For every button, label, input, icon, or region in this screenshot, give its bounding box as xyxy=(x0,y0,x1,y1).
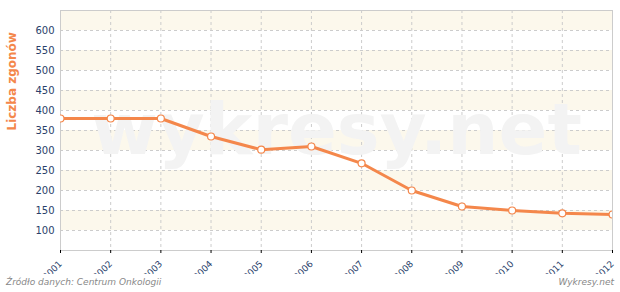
svg-text:550: 550 xyxy=(35,45,54,56)
svg-text:250: 250 xyxy=(35,165,54,176)
svg-text:2006: 2006 xyxy=(292,259,315,274)
svg-text:2011: 2011 xyxy=(543,259,566,274)
svg-text:200: 200 xyxy=(35,185,54,196)
html-text:Źródło danych: Centrum Onkolog: Źródło danych: Centrum Onkologii xyxy=(6,277,162,287)
svg-text:400: 400 xyxy=(35,105,54,116)
svg-text:2004: 2004 xyxy=(191,259,214,274)
svg-text:2002: 2002 xyxy=(91,259,114,274)
svg-text:300: 300 xyxy=(35,145,54,156)
svg-text:350: 350 xyxy=(35,125,54,136)
svg-text:2003: 2003 xyxy=(141,259,164,274)
svg-text:2005: 2005 xyxy=(241,259,264,274)
svg-text:450: 450 xyxy=(35,85,54,96)
svg-text:500: 500 xyxy=(35,65,54,76)
svg-text:Liczba zgonów: Liczba zgonów xyxy=(5,32,19,130)
svg-text:2012: 2012 xyxy=(593,259,616,274)
svg-text:2001: 2001 xyxy=(41,259,64,274)
html-text:Wykresy.net: Wykresy.net xyxy=(558,277,614,287)
svg-text:150: 150 xyxy=(35,205,54,216)
svg-text:2010: 2010 xyxy=(492,259,515,274)
svg-text:100: 100 xyxy=(35,225,54,236)
svg-text:2009: 2009 xyxy=(442,259,465,274)
svg-text:600: 600 xyxy=(35,25,54,36)
svg-text:2007: 2007 xyxy=(342,259,365,274)
svg-text:wykresy.net: wykresy.net xyxy=(91,87,582,171)
svg-text:2008: 2008 xyxy=(392,259,415,274)
